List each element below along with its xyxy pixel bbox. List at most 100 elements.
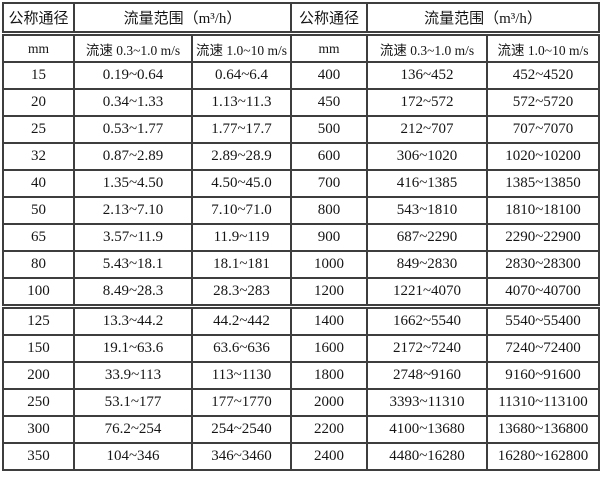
table-body: 15 0.19~0.64 0.64~6.4 400 136~452 452~45…	[2, 61, 600, 471]
right-range-low-velocity-cell: 1221~4070	[366, 277, 488, 308]
left-diameter-header: 公称通径	[2, 2, 75, 35]
left-diameter-cell: 125	[2, 304, 75, 336]
left-range-high-velocity-cell: 18.1~181	[191, 250, 292, 279]
right-range-high-velocity-cell: 11310~113100	[486, 388, 600, 417]
right-range-low-velocity-cell: 2748~9160	[366, 361, 488, 390]
left-diameter-cell: 250	[2, 388, 75, 417]
left-diameter-cell: 32	[2, 142, 75, 171]
right-range-low-velocity-cell: 212~707	[366, 115, 488, 144]
right-range-low-velocity-cell: 136~452	[366, 61, 488, 90]
right-range-low-velocity-cell: 687~2290	[366, 223, 488, 252]
left-range-low-velocity-cell: 0.87~2.89	[73, 142, 193, 171]
left-range-low-velocity-cell: 76.2~254	[73, 415, 193, 444]
left-range-low-velocity-cell: 2.13~7.10	[73, 196, 193, 225]
right-range-low-velocity-cell: 543~1810	[366, 196, 488, 225]
right-range-high-velocity-cell: 2290~22900	[486, 223, 600, 252]
left-velocity-high-header: 流速 1.0~10 m/s	[191, 31, 292, 63]
left-diameter-cell: 40	[2, 169, 75, 198]
right-range-high-velocity-cell: 13680~136800	[486, 415, 600, 444]
right-range-low-velocity-cell: 4480~16280	[366, 442, 488, 471]
right-diameter-cell: 900	[290, 223, 368, 252]
left-range-high-velocity-cell: 346~3460	[191, 442, 292, 471]
right-range-low-velocity-cell: 849~2830	[366, 250, 488, 279]
left-range-low-velocity-cell: 0.19~0.64	[73, 61, 193, 90]
left-diameter-cell: 300	[2, 415, 75, 444]
right-diameter-cell: 1000	[290, 250, 368, 279]
left-diameter-cell: 50	[2, 196, 75, 225]
table-row: 300 76.2~254 254~2540 2200 4100~13680 13…	[2, 415, 600, 444]
right-velocity-low-header: 流速 0.3~1.0 m/s	[366, 31, 488, 63]
right-range-high-velocity-cell: 1385~13850	[486, 169, 600, 198]
left-range-high-velocity-cell: 1.13~11.3	[191, 88, 292, 117]
left-range-low-velocity-cell: 3.57~11.9	[73, 223, 193, 252]
left-range-high-velocity-cell: 113~1130	[191, 361, 292, 390]
left-diameter-cell: 65	[2, 223, 75, 252]
left-diameter-cell: 15	[2, 61, 75, 90]
left-range-low-velocity-cell: 0.34~1.33	[73, 88, 193, 117]
right-range-high-velocity-cell: 1020~10200	[486, 142, 600, 171]
left-range-high-velocity-cell: 0.64~6.4	[191, 61, 292, 90]
right-range-high-velocity-cell: 7240~72400	[486, 334, 600, 363]
table-row: 250 53.1~177 177~1770 2000 3393~11310 11…	[2, 388, 600, 417]
left-range-high-velocity-cell: 7.10~71.0	[191, 196, 292, 225]
right-flow-range-header: 流量范围（m³/h）	[366, 2, 600, 35]
left-range-high-velocity-cell: 63.6~636	[191, 334, 292, 363]
right-range-low-velocity-cell: 172~572	[366, 88, 488, 117]
left-range-low-velocity-cell: 33.9~113	[73, 361, 193, 390]
left-diameter-cell: 350	[2, 442, 75, 471]
right-diameter-cell: 2400	[290, 442, 368, 471]
right-range-low-velocity-cell: 3393~11310	[366, 388, 488, 417]
table-row: 15 0.19~0.64 0.64~6.4 400 136~452 452~45…	[2, 61, 600, 90]
right-range-high-velocity-cell: 9160~91600	[486, 361, 600, 390]
table-row: 40 1.35~4.50 4.50~45.0 700 416~1385 1385…	[2, 169, 600, 198]
left-range-low-velocity-cell: 53.1~177	[73, 388, 193, 417]
left-range-low-velocity-cell: 104~346	[73, 442, 193, 471]
left-range-high-velocity-cell: 4.50~45.0	[191, 169, 292, 198]
table-row: 350 104~346 346~3460 2400 4480~16280 162…	[2, 442, 600, 471]
right-diameter-cell: 800	[290, 196, 368, 225]
flow-rate-table: 公称通径 流量范围（m³/h） 公称通径 流量范围（m³/h） mm 流速 0.…	[2, 2, 600, 471]
left-diameter-cell: 80	[2, 250, 75, 279]
right-range-low-velocity-cell: 2172~7240	[366, 334, 488, 363]
right-diameter-cell: 450	[290, 88, 368, 117]
right-diameter-cell: 500	[290, 115, 368, 144]
left-range-low-velocity-cell: 19.1~63.6	[73, 334, 193, 363]
right-range-high-velocity-cell: 2830~28300	[486, 250, 600, 279]
left-unit-header: mm	[2, 31, 75, 63]
right-range-high-velocity-cell: 1810~18100	[486, 196, 600, 225]
right-velocity-high-header: 流速 1.0~10 m/s	[486, 31, 600, 63]
left-range-low-velocity-cell: 0.53~1.77	[73, 115, 193, 144]
header-row-1: 公称通径 流量范围（m³/h） 公称通径 流量范围（m³/h）	[2, 2, 600, 35]
left-range-high-velocity-cell: 254~2540	[191, 415, 292, 444]
right-range-high-velocity-cell: 572~5720	[486, 88, 600, 117]
header-row-2: mm 流速 0.3~1.0 m/s 流速 1.0~10 m/s mm 流速 0.…	[2, 31, 600, 63]
table-row: 32 0.87~2.89 2.89~28.9 600 306~1020 1020…	[2, 142, 600, 171]
right-range-high-velocity-cell: 452~4520	[486, 61, 600, 90]
right-diameter-cell: 2200	[290, 415, 368, 444]
table-row: 80 5.43~18.1 18.1~181 1000 849~2830 2830…	[2, 250, 600, 279]
left-range-high-velocity-cell: 44.2~442	[191, 304, 292, 336]
right-diameter-cell: 700	[290, 169, 368, 198]
right-range-low-velocity-cell: 416~1385	[366, 169, 488, 198]
left-diameter-cell: 20	[2, 88, 75, 117]
left-diameter-cell: 100	[2, 277, 75, 308]
table-row: 20 0.34~1.33 1.13~11.3 450 172~572 572~5…	[2, 88, 600, 117]
table-row: 50 2.13~7.10 7.10~71.0 800 543~1810 1810…	[2, 196, 600, 225]
left-range-low-velocity-cell: 5.43~18.1	[73, 250, 193, 279]
table-row: 200 33.9~113 113~1130 1800 2748~9160 916…	[2, 361, 600, 390]
left-diameter-cell: 200	[2, 361, 75, 390]
table-row: 100 8.49~28.3 28.3~283 1200 1221~4070 40…	[2, 277, 600, 308]
left-range-low-velocity-cell: 13.3~44.2	[73, 304, 193, 336]
left-diameter-cell: 25	[2, 115, 75, 144]
right-range-low-velocity-cell: 4100~13680	[366, 415, 488, 444]
right-diameter-cell: 2000	[290, 388, 368, 417]
left-flow-range-header: 流量范围（m³/h）	[73, 2, 292, 35]
right-range-low-velocity-cell: 1662~5540	[366, 304, 488, 336]
left-range-high-velocity-cell: 1.77~17.7	[191, 115, 292, 144]
left-diameter-cell: 150	[2, 334, 75, 363]
right-diameter-cell: 600	[290, 142, 368, 171]
left-range-low-velocity-cell: 1.35~4.50	[73, 169, 193, 198]
right-diameter-cell: 400	[290, 61, 368, 90]
right-range-low-velocity-cell: 306~1020	[366, 142, 488, 171]
